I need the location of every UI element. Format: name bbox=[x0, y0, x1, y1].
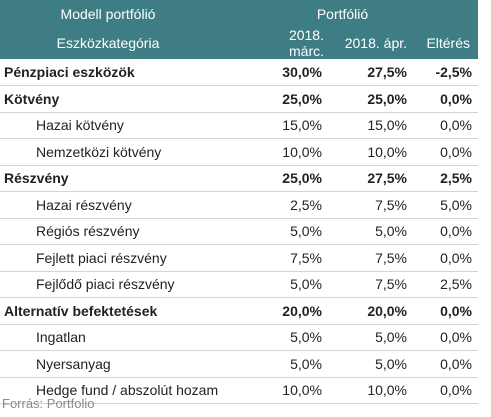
table-header: Modell portfólió Portfólió Eszközkategór… bbox=[0, 0, 479, 59]
model-portfolio-table: Modell portfólió Portfólió Eszközkategór… bbox=[0, 0, 479, 404]
header-category: Eszközkategória bbox=[56, 35, 160, 51]
row-april: 5,0% bbox=[332, 350, 416, 378]
row-diff: 0,0% bbox=[415, 350, 479, 378]
row-diff: 0,0% bbox=[415, 324, 479, 351]
row-diff: 0,0% bbox=[415, 297, 479, 325]
row-april: 27,5% bbox=[332, 165, 416, 192]
row-name: Hazai részvény bbox=[0, 191, 256, 219]
table-row: Nemzetközi kötvény 10,0% 10,0% 0,0% bbox=[0, 138, 479, 166]
table-row: Részvény 25,0% 27,5% 2,5% bbox=[0, 165, 479, 192]
row-diff: 2,5% bbox=[415, 165, 479, 192]
row-march: 30,0% bbox=[256, 59, 332, 86]
table-row: Hazai részvény 2,5% 7,5% 5,0% bbox=[0, 191, 479, 219]
table-row: Hazai kötvény 15,0% 15,0% 0,0% bbox=[0, 112, 479, 139]
table-row: Fejlett piaci részvény 7,5% 7,5% 0,0% bbox=[0, 244, 479, 272]
table-row: Ingatlan 5,0% 5,0% 0,0% bbox=[0, 324, 479, 351]
row-april: 7,5% bbox=[332, 244, 416, 272]
row-diff: 0,0% bbox=[415, 377, 479, 404]
row-name: Nemzetközi kötvény bbox=[0, 138, 256, 166]
row-name: Fejlett piaci részvény bbox=[0, 244, 256, 272]
table-row: Hedge fund / abszolút hozam 10,0% 10,0% … bbox=[0, 377, 479, 404]
row-name: Hedge fund / abszolút hozam bbox=[0, 377, 256, 404]
table-row: Nyersanyag 5,0% 5,0% 0,0% bbox=[0, 350, 479, 378]
row-april: 7,5% bbox=[332, 191, 416, 219]
row-diff: 0,0% bbox=[415, 244, 479, 272]
table-row: Kötvény 25,0% 25,0% 0,0% bbox=[0, 85, 479, 113]
table-body: Pénzpiaci eszközök 30,0% 27,5% -2,5% Köt… bbox=[0, 59, 479, 404]
header-diff: Eltérés bbox=[426, 35, 471, 51]
row-april: 27,5% bbox=[332, 59, 416, 86]
row-name: Fejlődő piaci részvény bbox=[0, 271, 256, 298]
header-march: 2018. márc. bbox=[288, 27, 324, 59]
table-row: Fejlődő piaci részvény 5,0% 7,5% 2,5% bbox=[0, 271, 479, 298]
row-april: 5,0% bbox=[332, 218, 416, 245]
row-name: Régiós részvény bbox=[0, 218, 256, 245]
row-march: 20,0% bbox=[256, 297, 332, 325]
row-march: 25,0% bbox=[256, 165, 332, 192]
row-april: 7,5% bbox=[332, 271, 416, 298]
row-april: 15,0% bbox=[332, 112, 416, 139]
row-march: 7,5% bbox=[256, 244, 332, 272]
row-march: 15,0% bbox=[256, 112, 332, 139]
row-diff: 0,0% bbox=[415, 218, 479, 245]
row-diff: 0,0% bbox=[415, 85, 479, 113]
header-row-1: Modell portfólió Portfólió bbox=[0, 0, 479, 27]
header-row-2: Eszközkategória 2018. márc. 2018. ápr. E… bbox=[0, 27, 479, 59]
row-march: 10,0% bbox=[256, 377, 332, 404]
source-note: Forrás: Portfolio bbox=[2, 396, 95, 411]
row-april: 20,0% bbox=[332, 297, 416, 325]
row-diff: -2,5% bbox=[415, 59, 479, 86]
row-march: 5,0% bbox=[256, 271, 332, 298]
row-diff: 0,0% bbox=[415, 112, 479, 139]
table-row: Pénzpiaci eszközök 30,0% 27,5% -2,5% bbox=[0, 59, 479, 86]
row-march: 25,0% bbox=[256, 85, 332, 113]
row-name: Részvény bbox=[0, 165, 256, 192]
row-diff: 5,0% bbox=[415, 191, 479, 219]
row-name: Pénzpiaci eszközök bbox=[0, 59, 256, 86]
row-april: 10,0% bbox=[332, 377, 416, 404]
row-name: Hazai kötvény bbox=[0, 112, 256, 139]
row-april: 5,0% bbox=[332, 324, 416, 351]
row-name: Kötvény bbox=[0, 85, 256, 113]
table-row: Régiós részvény 5,0% 5,0% 0,0% bbox=[0, 218, 479, 245]
row-april: 25,0% bbox=[332, 85, 416, 113]
row-march: 10,0% bbox=[256, 138, 332, 166]
header-title: Modell portfólió bbox=[60, 5, 156, 22]
row-april: 10,0% bbox=[332, 138, 416, 166]
row-march: 5,0% bbox=[256, 324, 332, 351]
row-march: 5,0% bbox=[256, 218, 332, 245]
row-diff: 0,0% bbox=[415, 138, 479, 166]
row-march: 5,0% bbox=[256, 350, 332, 378]
header-portfolio: Portfólió bbox=[316, 5, 369, 22]
row-name: Nyersanyag bbox=[0, 350, 256, 378]
row-name: Alternatív befektetések bbox=[0, 297, 256, 325]
table-row: Alternatív befektetések 20,0% 20,0% 0,0% bbox=[0, 297, 479, 325]
row-name: Ingatlan bbox=[0, 324, 256, 351]
row-march: 2,5% bbox=[256, 191, 332, 219]
header-april: 2018. ápr. bbox=[344, 35, 408, 51]
header-blank bbox=[415, 0, 478, 27]
row-diff: 2,5% bbox=[415, 271, 479, 298]
